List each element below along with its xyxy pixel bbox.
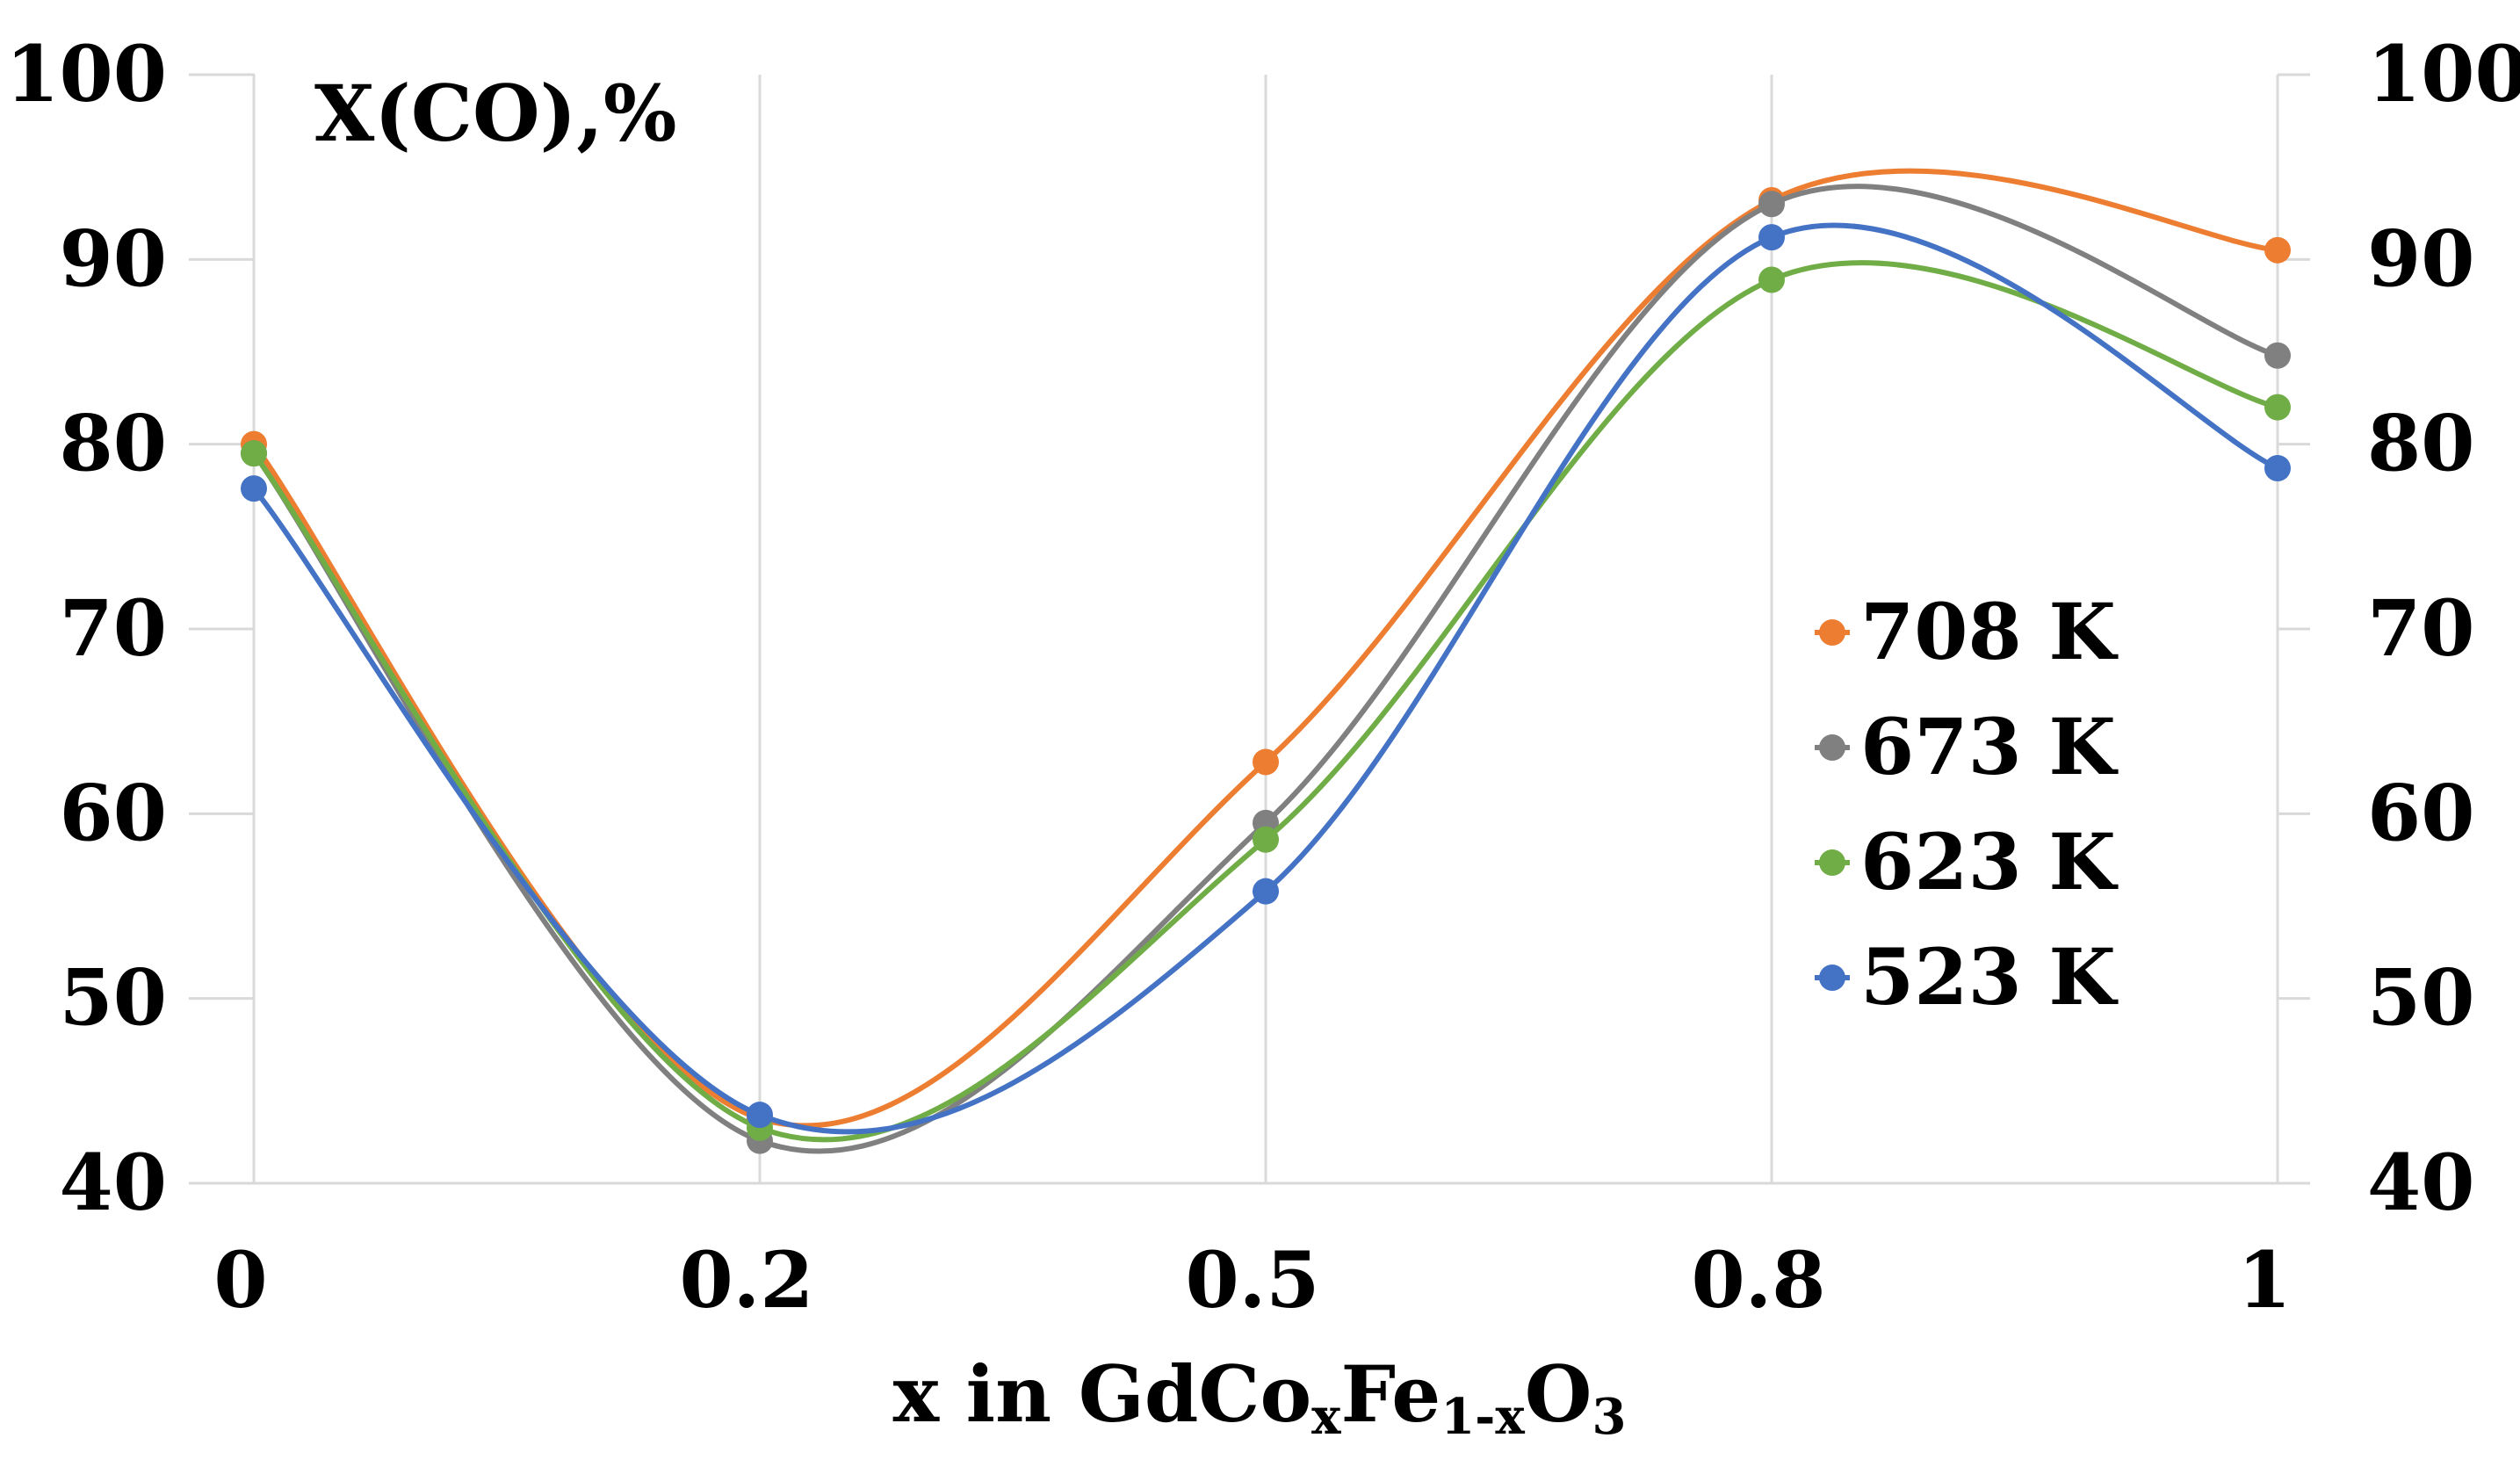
y-tick-label-left: 50 xyxy=(60,952,167,1044)
y-tick-label-left: 60 xyxy=(60,767,167,858)
legend-item-623-k: 623 K xyxy=(1815,816,2119,907)
y-tick-label-left: 40 xyxy=(60,1137,167,1228)
legend-label-523-k: 523 K xyxy=(1860,931,2119,1022)
y-tick-label-right: 80 xyxy=(2367,398,2474,489)
x-tick-label: 0.2 xyxy=(679,1234,813,1326)
x-axis-title-o: O xyxy=(1525,1348,1592,1440)
x-tick-label: 1 xyxy=(2237,1234,2291,1326)
data-point-623-k-0 xyxy=(241,440,267,467)
tick-labels: 40 40 50 50 60 60 70 70 80 80 90 90 100 100 0 0.2 0.5 0.8… xyxy=(5,28,2520,1326)
y-tick-label-right: 90 xyxy=(2367,213,2474,304)
data-point-523-k-0 xyxy=(241,475,267,502)
series-523-k xyxy=(241,222,2291,1135)
y-tick-label-left: 90 xyxy=(60,213,167,304)
data-point-708-k-2 xyxy=(1253,748,1279,776)
legend-swatch-marker-623-k xyxy=(1819,849,1845,876)
legend-label-623-k: 623 K xyxy=(1860,816,2119,907)
legend-item-708-k: 708 K xyxy=(1815,586,2119,677)
legend: 708 K 673 K 623 K 523 K xyxy=(1815,586,2119,1022)
y-axis-title: X(CO),% xyxy=(314,68,677,159)
legend-item-523-k: 523 K xyxy=(1815,931,2119,1022)
data-point-673-k-4 xyxy=(2264,342,2291,369)
y-tick-label-left: 70 xyxy=(60,582,167,674)
legend-label-673-k: 673 K xyxy=(1860,701,2119,792)
y-tick-label-right: 50 xyxy=(2367,952,2474,1044)
x-axis-title-fe: Fe xyxy=(1341,1348,1441,1440)
y-tick-label-right: 40 xyxy=(2367,1137,2474,1228)
data-point-523-k-1 xyxy=(747,1102,773,1129)
data-point-623-k-3 xyxy=(1758,266,1785,293)
data-point-523-k-4 xyxy=(2264,455,2291,482)
y-tick-label-right: 60 xyxy=(2367,767,2474,858)
data-point-623-k-2 xyxy=(1253,826,1279,853)
data-point-673-k-3 xyxy=(1758,191,1785,218)
x-tick-label: 0.5 xyxy=(1185,1234,1319,1326)
axes xyxy=(189,73,2310,1185)
legend-swatch-marker-523-k xyxy=(1819,965,1845,991)
data-point-708-k-4 xyxy=(2264,236,2291,264)
data-point-523-k-2 xyxy=(1253,878,1279,905)
x-axis-title-sub-x: x xyxy=(1311,1388,1341,1446)
series-group xyxy=(241,168,2291,1154)
x-axis-title-sub-3: 3 xyxy=(1592,1388,1626,1446)
y-tick-label-left: 80 xyxy=(60,398,167,489)
data-point-623-k-4 xyxy=(2264,394,2291,421)
legend-item-673-k: 673 K xyxy=(1815,701,2119,792)
x-axis-title: x in GdCoxFe1-xO3 xyxy=(893,1348,1627,1446)
x-tick-label: 0.8 xyxy=(1691,1234,1825,1326)
data-point-523-k-3 xyxy=(1758,224,1785,251)
x-axis-title-sub-1-x: 1-x xyxy=(1441,1388,1525,1446)
legend-swatch-marker-673-k xyxy=(1819,734,1845,761)
legend-swatch-marker-708-k xyxy=(1819,619,1845,646)
legend-label-708-k: 708 K xyxy=(1860,586,2119,677)
y-tick-label-right: 70 xyxy=(2367,582,2474,674)
x-axis-title-prefix: x in GdCo xyxy=(893,1348,1312,1440)
x-tick-label: 0 xyxy=(213,1234,267,1326)
y-tick-label-left: 100 xyxy=(5,28,167,119)
y-tick-label-right: 100 xyxy=(2367,28,2520,119)
